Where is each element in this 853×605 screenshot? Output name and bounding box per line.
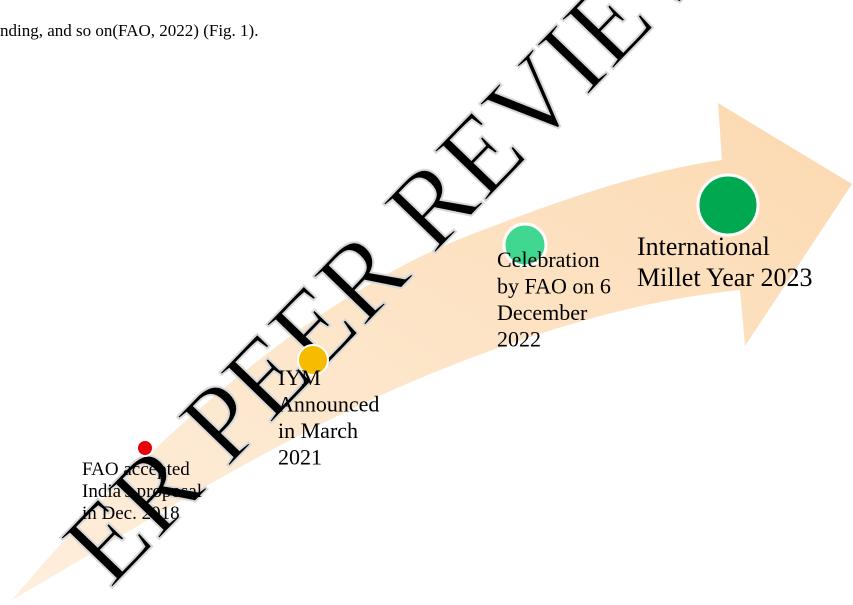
milestone-label: by FAO on 6	[497, 274, 611, 299]
milestone-dot	[696, 173, 760, 237]
milestone-label: International	[637, 232, 770, 261]
milestone-dot	[502, 222, 548, 268]
milestone-dot	[297, 344, 329, 376]
milestone-label: 2021	[278, 445, 322, 470]
timeline-arrow	[12, 103, 852, 600]
milestone-label: in March	[278, 418, 358, 443]
milestone-label: Announced	[278, 392, 379, 417]
milestone-label: 2022	[497, 327, 541, 352]
milestone-label: FAO accepted	[82, 459, 190, 480]
milestone-label: India's proposal	[82, 481, 202, 502]
milestone-label: Celebration	[497, 247, 600, 272]
milestone-label: Millet Year 2023	[637, 263, 813, 292]
milestone-label: in Dec. 2018	[82, 503, 180, 524]
body-text: nding, and so on(FAO, 2022) (Fig. 1).	[0, 21, 258, 40]
milestone-dot	[136, 439, 154, 457]
milestone-label: December	[497, 300, 588, 325]
milestone-label: IYM	[278, 365, 321, 390]
